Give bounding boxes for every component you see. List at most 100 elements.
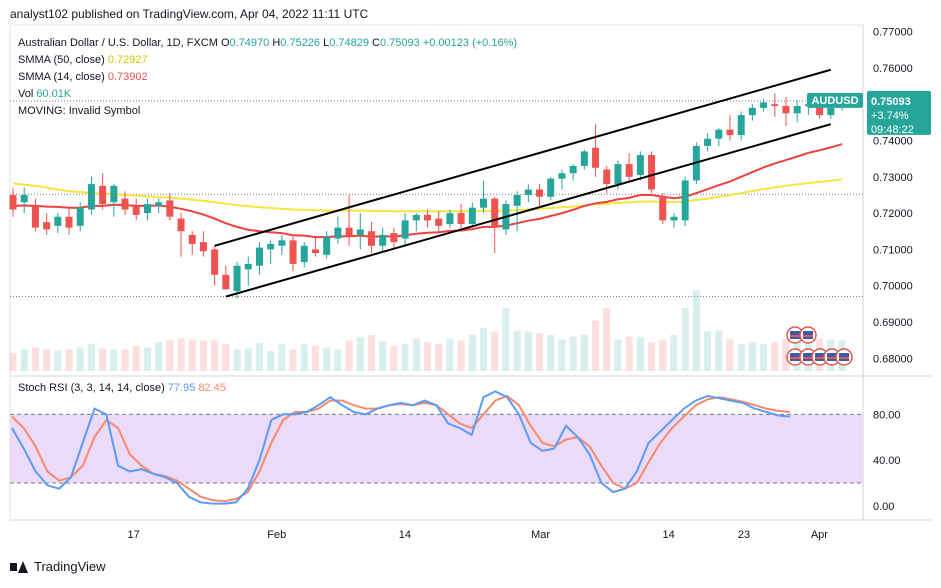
candle-body	[704, 138, 712, 146]
time-tick-label: Apr	[811, 529, 828, 541]
ohlc-key: L	[320, 37, 329, 49]
candle-body	[648, 155, 656, 190]
stoch-d-line	[11, 394, 791, 503]
candle-body	[715, 129, 723, 139]
time-tick-label: 17	[127, 529, 139, 541]
volume-bar	[323, 347, 331, 371]
candle-body	[659, 196, 667, 221]
candle-body	[43, 222, 51, 230]
candle-body	[255, 247, 263, 266]
candle-body	[435, 218, 443, 226]
candle-body	[468, 207, 476, 224]
volume-bar	[199, 340, 207, 371]
volume-bar	[278, 344, 286, 371]
time-tick-label: 14	[399, 529, 411, 541]
ohlc-key: H	[269, 37, 280, 49]
volume-bar	[704, 331, 712, 371]
candle-body	[289, 240, 297, 264]
candle-body	[356, 229, 364, 235]
candle-body	[20, 194, 28, 203]
candle-body	[748, 107, 756, 116]
candle-body	[580, 151, 588, 166]
candle-body	[345, 227, 353, 237]
volume-bar	[659, 340, 667, 371]
volume-bar	[524, 331, 532, 371]
candle-body	[211, 249, 219, 275]
volume-bar	[143, 347, 151, 371]
price-badge-change: +3.74%	[871, 110, 909, 122]
published-header: analyst102 published on TradingView.com,…	[10, 7, 369, 21]
ohlc-key: O	[218, 37, 230, 49]
smma50-value: 0.72927	[108, 54, 148, 66]
smma14-line	[12, 143, 843, 239]
ohlc-value: 0.74829	[329, 37, 369, 49]
tradingview-logo[interactable]: TradingView	[10, 559, 106, 574]
volume-bar	[31, 347, 39, 371]
price-badge	[867, 90, 931, 135]
volume-bar	[513, 330, 521, 371]
candle-body	[603, 169, 611, 185]
brand-label: TradingView	[34, 559, 106, 574]
volume-bar	[580, 335, 588, 371]
volume-bar	[356, 336, 364, 371]
stoch-k-value: 77.95	[168, 382, 199, 394]
volume-bar	[771, 342, 779, 371]
volume-bar	[446, 338, 454, 371]
volume-bar	[547, 335, 555, 371]
volume-bar	[748, 342, 756, 371]
volume-bar	[155, 342, 163, 371]
candle-body	[188, 234, 196, 244]
candle-body	[569, 165, 577, 174]
volume-bar	[424, 342, 431, 371]
volume-bar	[390, 345, 398, 371]
moving-legend: MOVING: Invalid Symbol	[18, 105, 140, 117]
time-tick-label: Feb	[267, 529, 286, 541]
volume-bar	[636, 336, 644, 371]
volume-bar	[289, 349, 297, 371]
candle-body	[31, 205, 39, 228]
volume-bar	[311, 345, 319, 371]
price-tick-label: 0.77000	[873, 27, 913, 39]
time-tick-label: Mar	[531, 529, 550, 541]
candle-body	[726, 129, 734, 136]
stoch-legend: Stoch RSI (3, 3, 14, 14, close) 77.95 82…	[18, 382, 226, 394]
candle-body	[771, 104, 779, 107]
candle-body	[244, 263, 252, 270]
volume-bar	[401, 344, 409, 371]
smma50-legend: SMMA (50, close) 0.72927	[18, 54, 148, 66]
stoch-d-value: 82.45	[198, 382, 226, 394]
candle-body	[334, 227, 342, 239]
volume-bar	[435, 344, 443, 371]
ohlc-key: C	[369, 37, 380, 49]
candle-body	[87, 184, 95, 210]
candle-body	[816, 106, 824, 116]
candle-body	[379, 234, 387, 246]
candle-body	[9, 194, 17, 210]
volume-bar	[43, 349, 51, 371]
volume-bar	[480, 327, 488, 371]
volume-bar	[536, 333, 544, 371]
candle-body	[636, 155, 644, 175]
volume-bar	[412, 338, 420, 371]
volume-bar	[87, 344, 95, 371]
volume-bar	[681, 308, 689, 371]
price-tick-label: 0.69000	[873, 317, 913, 329]
candle-body	[670, 216, 678, 221]
candle-body	[278, 240, 286, 246]
volume-bar	[367, 335, 375, 371]
volume-bar	[614, 339, 622, 371]
price-tick-label: 0.71000	[873, 244, 913, 256]
volume-bar	[267, 351, 275, 371]
tradingview-icon	[10, 560, 28, 573]
candle-body	[547, 178, 555, 197]
candle-body	[300, 245, 308, 263]
candle-body	[267, 243, 275, 250]
candle-body	[827, 107, 835, 116]
ohlc-value: 0.75093	[380, 37, 420, 49]
volume-bar	[345, 340, 353, 371]
volume-bar	[132, 345, 140, 371]
candle-body	[323, 236, 331, 255]
candle-body	[592, 147, 600, 168]
candle-body	[614, 164, 622, 185]
